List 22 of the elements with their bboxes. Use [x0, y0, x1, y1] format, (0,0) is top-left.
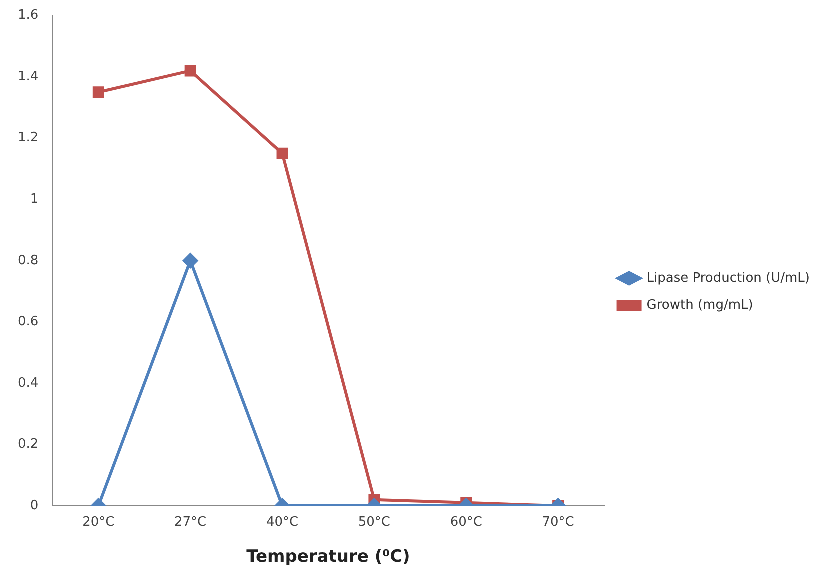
- point: [184, 65, 196, 77]
- y-tick-label: 0.6: [18, 314, 39, 330]
- y-tick-label: 1.2: [18, 130, 39, 146]
- point: [92, 86, 104, 98]
- x-tick-label: 40°C: [266, 515, 299, 530]
- y-tick-label: 0.8: [18, 253, 39, 268]
- x-tick-label: 50°C: [358, 515, 391, 530]
- y-tick-label: 0: [30, 498, 39, 514]
- y-tick-label: 1: [30, 192, 39, 207]
- x-tick-label: 20°C: [82, 515, 115, 530]
- x-tick-label: 27°C: [174, 515, 207, 530]
- x-axis-title: Temperature (⁰C): [246, 547, 410, 568]
- x-tick-label: 70°C: [542, 515, 574, 530]
- y-tick-label: 1.4: [18, 69, 39, 84]
- legend-label: Growth (mg/mL): [646, 298, 754, 313]
- y-tick-label: 1.6: [18, 8, 39, 24]
- y-tick-label: 0.4: [18, 376, 39, 391]
- legend-label: Lipase Production (U/mL): [646, 270, 810, 286]
- point: [183, 253, 198, 268]
- point: [276, 148, 288, 160]
- x-tick-label: 60°C: [450, 515, 482, 530]
- y-tick-label: 0.2: [18, 437, 39, 452]
